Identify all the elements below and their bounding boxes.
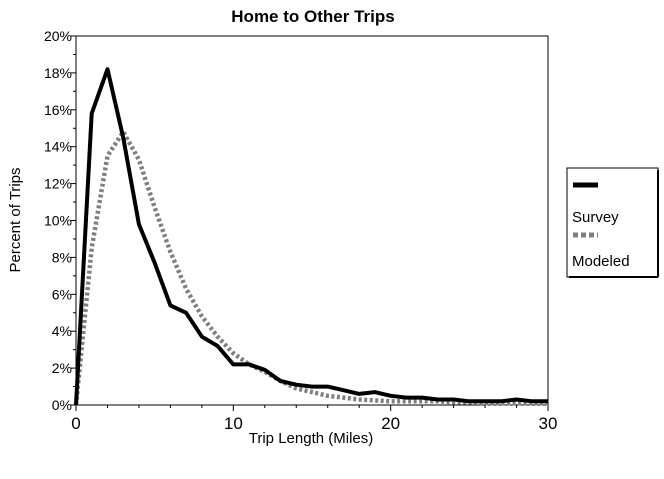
y-tick-label: 18% xyxy=(44,65,72,81)
y-tick-label: 6% xyxy=(52,286,72,302)
legend-label-modeled: Modeled xyxy=(572,253,630,270)
x-axis-label: Trip Length (Miles) xyxy=(249,430,373,447)
y-tick-label: 12% xyxy=(44,176,72,192)
x-tick-label: 10 xyxy=(224,414,243,433)
chart-title: Home to Other Trips xyxy=(231,7,394,26)
x-tick-label: 0 xyxy=(71,414,80,433)
x-axis: 0 10 20 30 xyxy=(71,405,557,433)
y-tick-label: 14% xyxy=(44,139,72,155)
y-tick-label: 2% xyxy=(52,360,72,376)
y-tick-label: 4% xyxy=(52,323,72,339)
legend-label-survey: Survey xyxy=(572,209,619,226)
series-line-modeled xyxy=(73,129,548,406)
series-group xyxy=(73,67,548,406)
plot-area xyxy=(75,35,549,406)
y-tick-label: 10% xyxy=(44,213,72,229)
series-line-survey xyxy=(74,67,548,406)
x-tick-label: 30 xyxy=(539,414,558,433)
x-tick-label: 20 xyxy=(381,414,400,433)
legend: Survey Modeled xyxy=(566,167,659,278)
y-tick-label: 16% xyxy=(44,102,72,118)
y-tick-label: 8% xyxy=(52,249,72,265)
y-axis-label: Percent of Trips xyxy=(7,167,24,272)
y-tick-label: 20% xyxy=(44,28,72,44)
y-axis: 0% 2% 4% 6% 8% 10% 12% 14% 16% 18% 20% xyxy=(44,28,76,413)
y-tick-label: 0% xyxy=(52,397,72,413)
